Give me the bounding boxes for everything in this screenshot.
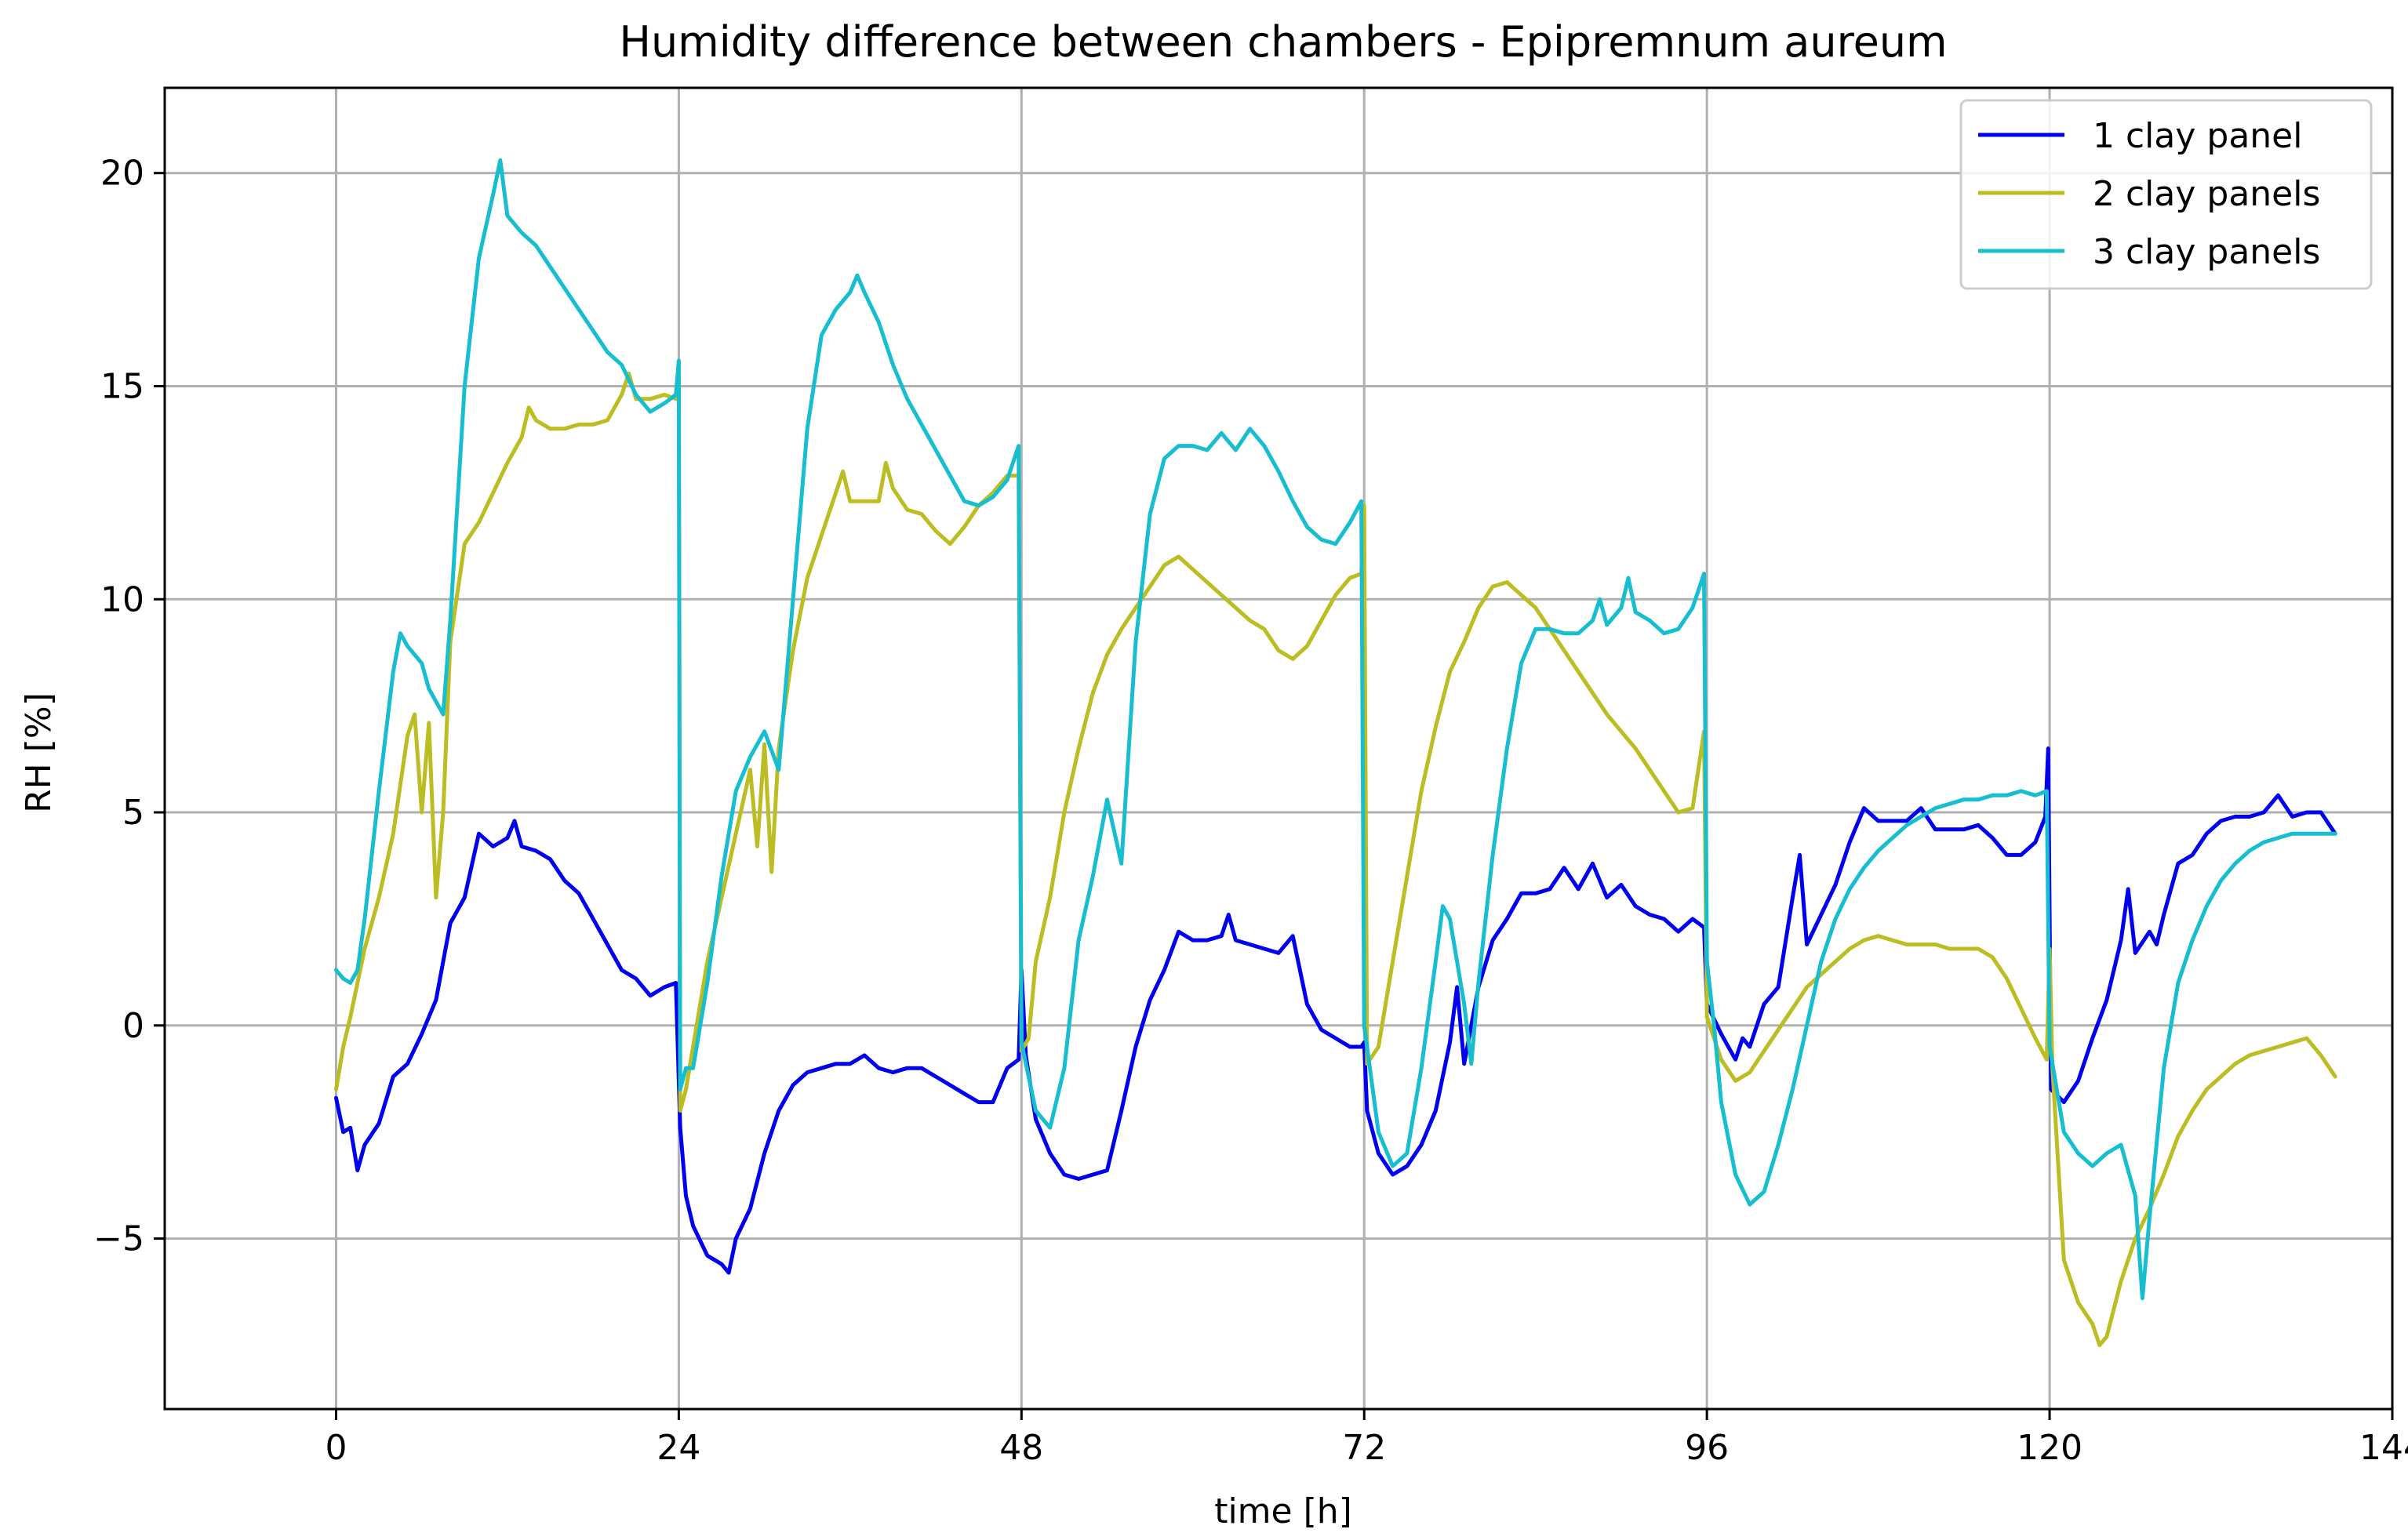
legend-label-1-clay-panel: 1 clay panel — [2093, 116, 2302, 156]
y-tick-label: −5 — [93, 1219, 144, 1259]
axis-ticks: 0 24 48 72 96 120 144 −5 0 5 10 15 20 — [93, 154, 2408, 1468]
x-tick-label: 24 — [657, 1428, 700, 1468]
chart-title: Humidity difference between chambers - E… — [619, 17, 1947, 67]
x-tick-label: 120 — [2017, 1428, 2082, 1468]
x-axis-label: time [h] — [1214, 1491, 1352, 1531]
y-tick-label: 15 — [100, 366, 144, 406]
legend-label-3-clay-panels: 3 clay panels — [2093, 232, 2320, 272]
y-axis-label: RH [%] — [19, 692, 59, 813]
y-tick-label: 20 — [100, 154, 144, 194]
x-tick-label: 48 — [999, 1428, 1043, 1468]
series-lines — [334, 158, 2337, 1347]
plot-frame — [163, 86, 2394, 1411]
x-tick-label: 144 — [2359, 1428, 2408, 1468]
y-tick-label: 10 — [100, 579, 144, 619]
x-tick-label: 0 — [325, 1428, 347, 1468]
legend-box — [1959, 99, 2373, 290]
series-line-2-clay-panels — [334, 371, 2337, 1347]
x-tick-label: 96 — [1685, 1428, 1729, 1468]
series-line-1-clay-panel — [334, 746, 2337, 1275]
y-tick-label: 5 — [122, 793, 144, 833]
series-line-3-clay-panels — [334, 158, 2337, 1301]
y-tick-label: 0 — [122, 1006, 144, 1046]
legend: 1 clay panel 2 clay panels 3 clay panels — [1959, 99, 2373, 290]
x-tick-label: 72 — [1342, 1428, 1386, 1468]
legend-label-2-clay-panels: 2 clay panels — [2093, 174, 2320, 214]
